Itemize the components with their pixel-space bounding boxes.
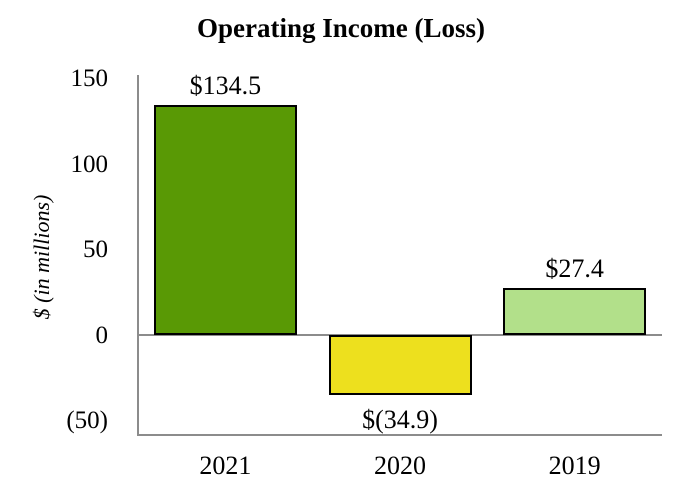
y-tick-label: 50	[83, 236, 108, 263]
bar-2019	[503, 288, 647, 335]
x-category-label-2020: 2020	[374, 451, 426, 480]
chart-title: Operating Income (Loss)	[197, 13, 485, 43]
bar-value-label-2021: $134.5	[189, 71, 262, 100]
y-tick-label: (50)	[66, 407, 108, 434]
y-tick-label: 150	[70, 65, 109, 92]
bar-2020	[328, 335, 472, 395]
x-category-label-2021: 2021	[199, 451, 252, 480]
bar-value-label-2019: $27.4	[545, 254, 604, 284]
bar-value-label-2020: $(34.9)	[362, 404, 438, 434]
y-tick-label: 100	[70, 150, 109, 178]
bar-2021	[153, 105, 297, 335]
x-axis-line	[137, 434, 662, 436]
x-category-label-2019: 2019	[548, 451, 601, 480]
y-tick-label: 0	[95, 321, 109, 349]
y-axis-line	[137, 75, 139, 436]
